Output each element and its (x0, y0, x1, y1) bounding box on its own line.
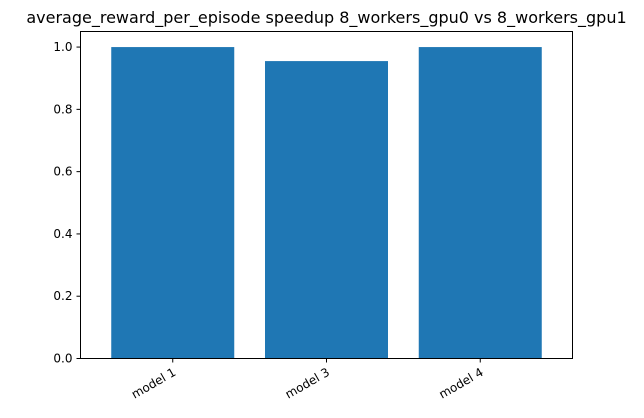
bar (418, 47, 542, 359)
y-tick-label: 0.6 (53, 165, 72, 179)
bar (265, 61, 388, 359)
y-tick-label: 0.4 (53, 227, 72, 241)
y-tick-label: 1.0 (53, 40, 72, 54)
y-axis-ticks: 0.0 0.2 0.4 0.6 0.8 1.0 (53, 40, 81, 366)
x-axis-ticks: model 1 model 3 model 4 (129, 358, 486, 402)
bar (111, 47, 235, 359)
plot-frame (80, 31, 573, 359)
x-tick-label: model 3 (283, 365, 332, 402)
bars (111, 47, 542, 359)
chart-title: average_reward_per_episode speedup 8_wor… (26, 8, 626, 28)
y-tick-label: 0.8 (53, 102, 72, 116)
y-tick-label: 0.0 (53, 352, 72, 366)
x-tick-label: model 4 (436, 365, 485, 402)
y-tick-label: 0.2 (53, 289, 72, 303)
x-tick-label: model 1 (129, 365, 178, 402)
